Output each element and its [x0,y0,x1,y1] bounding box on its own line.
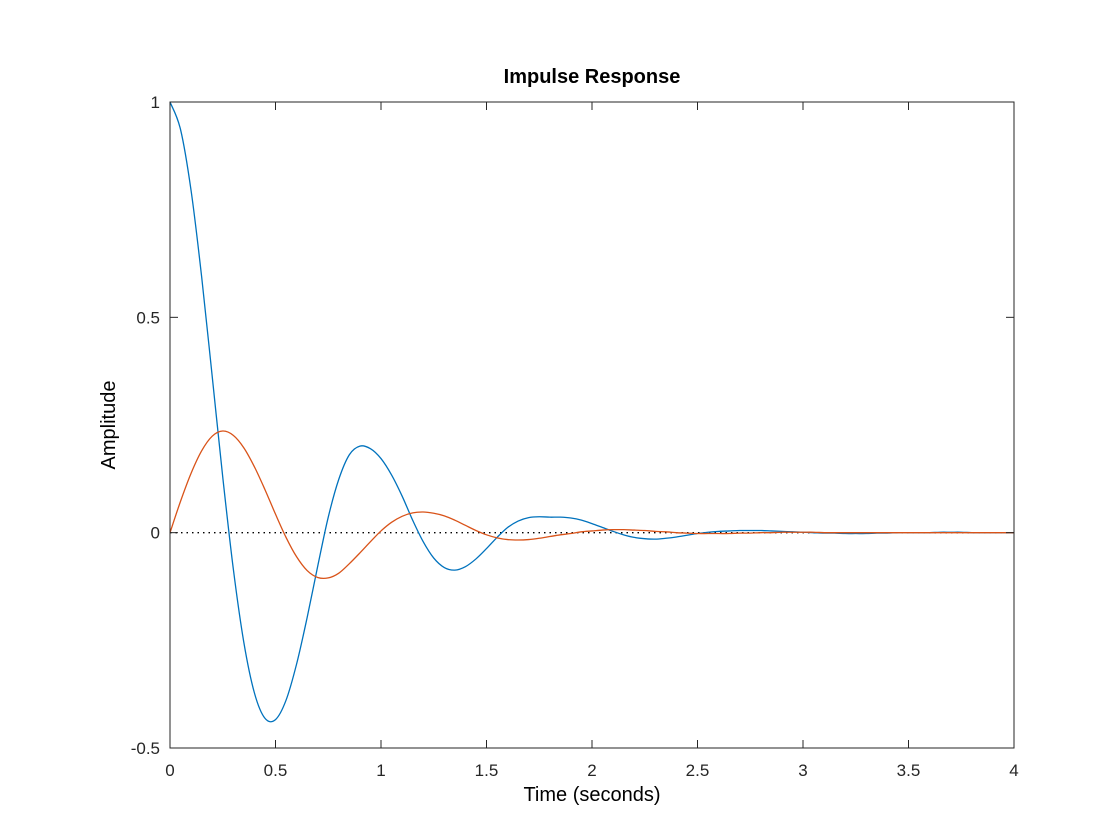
x-tick-label: 0 [165,761,174,780]
series-layer [169,101,1014,723]
plot-area: 0 0.5 1 1.5 2 2.5 3 3.5 4 -0.5 0 0.5 1 [131,93,1019,780]
x-axis-title: Time (seconds) [523,784,660,806]
y-axis-title: Amplitude [98,381,120,470]
y-tick-label: 0 [151,524,160,543]
series-line-2 [169,430,1014,580]
x-tick-label: 4 [1009,761,1018,780]
chart-title: Impulse Response [504,66,681,88]
x-tick-label: 3.5 [897,761,921,780]
y-tick-label: 0.5 [136,308,160,327]
x-tick-label: 0.5 [264,761,288,780]
x-tick-label: 1 [376,761,385,780]
x-tick-label: 1.5 [475,761,499,780]
x-tick-label: 3 [798,761,807,780]
series-line-1 [169,101,1014,723]
tick-layer: 0 0.5 1 1.5 2 2.5 3 3.5 4 -0.5 0 0.5 1 [131,93,1019,780]
x-tick-label: 2.5 [686,761,710,780]
y-tick-label: 1 [151,93,160,112]
x-tick-label: 2 [587,761,596,780]
y-tick-label: -0.5 [131,739,160,758]
